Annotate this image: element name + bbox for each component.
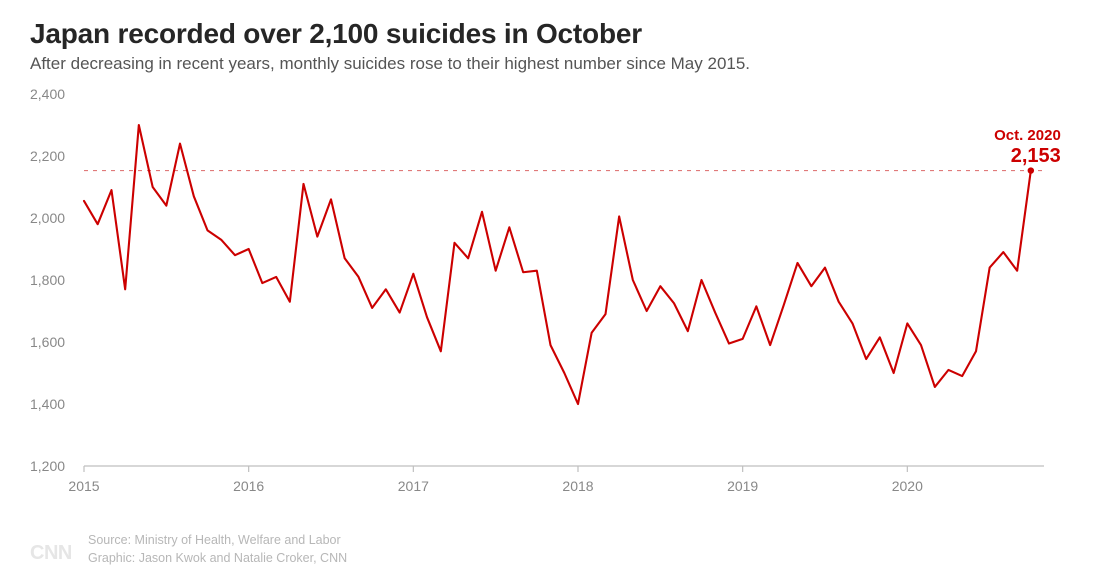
y-tick-label: 2,200	[30, 148, 74, 164]
cnn-logo: CNN	[30, 542, 72, 565]
y-tick-label: 1,600	[30, 334, 74, 350]
x-tick-label: 2017	[398, 478, 429, 494]
chart-svg	[30, 80, 1070, 510]
graphic-credit: Graphic: Jason Kwok and Natalie Croker, …	[88, 549, 347, 567]
y-tick-label: 2,000	[30, 210, 74, 226]
series-line	[84, 125, 1031, 404]
chart-subtitle: After decreasing in recent years, monthl…	[30, 54, 1070, 74]
source-line: Source: Ministry of Health, Welfare and …	[88, 531, 347, 549]
y-tick-label: 1,200	[30, 458, 74, 474]
x-tick-label: 2015	[68, 478, 99, 494]
annotation-date: Oct. 2020	[971, 127, 1061, 144]
x-tick-label: 2020	[892, 478, 923, 494]
x-tick-label: 2019	[727, 478, 758, 494]
y-tick-label: 1,800	[30, 272, 74, 288]
chart-title: Japan recorded over 2,100 suicides in Oc…	[30, 18, 1070, 50]
y-tick-label: 2,400	[30, 86, 74, 102]
chart-footer: Source: Ministry of Health, Welfare and …	[88, 531, 347, 567]
annotation-value: 2,153	[971, 145, 1061, 168]
y-tick-label: 1,400	[30, 396, 74, 412]
line-chart: 1,200 1,400 1,600 1,800 2,000 2,200 2,400 2015 2…	[30, 80, 1070, 510]
x-tick-label: 2016	[233, 478, 264, 494]
x-tick-label: 2018	[562, 478, 593, 494]
